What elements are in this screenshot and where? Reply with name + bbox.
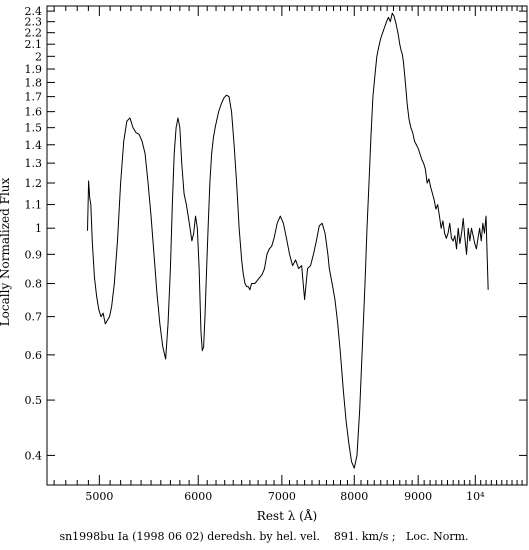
x-axis: 5000 6000 7000 8000 9000 10⁴ [53, 6, 523, 503]
plot-frame [46, 5, 528, 486]
y-tick-label: 1.3 [25, 157, 43, 170]
y-tick-label: 1.4 [25, 139, 43, 152]
y-tick-label: 2.3 [25, 16, 43, 29]
y-tick-label: 1 [35, 222, 42, 235]
x-tick-label: 5000 [85, 490, 113, 503]
y-tick-label: 1.8 [25, 76, 43, 89]
x-tick-label: 6000 [184, 490, 212, 503]
x-axis-title: Rest λ (Å) [257, 508, 317, 523]
x-tick-label: 8000 [340, 490, 368, 503]
series-group [87, 12, 489, 469]
spectrum-line [87, 12, 489, 469]
y-tick-label: 2.1 [25, 38, 43, 51]
x-tick-label: 7000 [268, 490, 296, 503]
y-tick-label: 2 [35, 50, 42, 63]
y-tick-label: 0.8 [25, 278, 43, 291]
y-tick-label: 2.4 [25, 5, 43, 18]
x-tick-label: 10⁴ [466, 490, 485, 503]
chart-caption: sn1998bu Ia (1998 06 02) deredsh. by hel… [59, 530, 468, 543]
y-tick-label: 0.6 [25, 349, 43, 362]
y-tick-label: 1.1 [25, 199, 43, 212]
y-tick-label: 1.7 [25, 91, 43, 104]
x-tick-label: 9000 [404, 490, 432, 503]
y-tick-label: 1.6 [25, 106, 43, 119]
y-tick-label: 1.9 [25, 63, 43, 76]
y-tick-label: 1.5 [25, 122, 43, 135]
y-tick-label: 2.2 [25, 27, 43, 40]
y-tick-label: 0.7 [25, 311, 43, 324]
y-tick-label: 1.2 [25, 177, 43, 190]
y-tick-label: 0.5 [25, 394, 43, 407]
y-axis: 0.4 0.5 0.6 0.7 0.8 0.9 1 1.1 1.2 1.3 1.4 1.5 1.6 1.7… [25, 5, 527, 462]
y-tick-label: 0.4 [25, 449, 43, 462]
y-axis-title: Locally Normalized Flux [0, 177, 12, 326]
y-tick-label: 0.9 [25, 248, 43, 261]
